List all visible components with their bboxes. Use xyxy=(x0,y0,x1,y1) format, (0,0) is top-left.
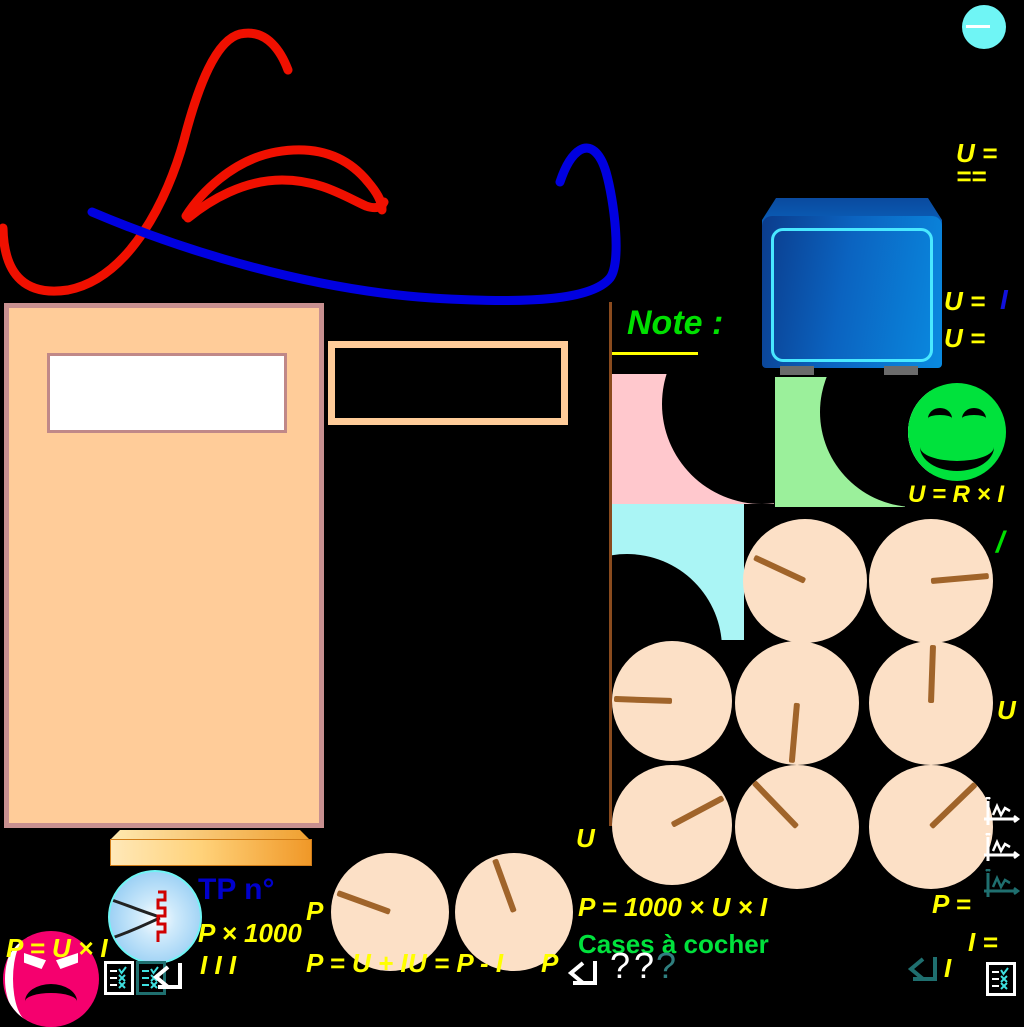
happy-eye-right xyxy=(962,408,986,429)
happy-mouth xyxy=(920,423,994,471)
formula-double-eq-top: == xyxy=(956,161,987,191)
formula-p-before-arrow: P xyxy=(541,948,559,978)
gauge-dial[interactable] xyxy=(735,765,859,889)
device-screen[interactable] xyxy=(771,228,933,362)
pink-concave-shape xyxy=(612,374,774,504)
formula-p-left-gauge: P xyxy=(306,896,324,926)
formula-u-right-gauge: U xyxy=(997,695,1016,725)
formula-p-eq-1000-u-i: P = 1000 × U × I xyxy=(578,892,768,922)
formula-i-right-bottom: I xyxy=(944,953,952,983)
blue-slash-mark: I xyxy=(1000,284,1008,315)
gold-bar-face xyxy=(110,839,312,866)
gauge-dial[interactable] xyxy=(869,641,993,765)
gauge-dial[interactable] xyxy=(612,641,732,761)
wave-axis-icon[interactable] xyxy=(980,833,1022,863)
checkbox-list-icon[interactable] xyxy=(136,961,166,995)
gauge-dial[interactable] xyxy=(612,765,732,885)
gauge-needle xyxy=(928,644,937,704)
red-stroke-3 xyxy=(181,145,387,221)
formula-p-eq-u-plus-i: P = U + I xyxy=(306,948,408,978)
checkbox-list-icon[interactable] xyxy=(104,961,134,995)
formula-u-eq-r-times-i: U = R × I xyxy=(908,481,1005,508)
left-peach-panel[interactable] xyxy=(4,303,324,828)
happy-eye-left xyxy=(928,408,952,429)
formula-three-bars: I I I xyxy=(200,950,237,980)
device-foot-right xyxy=(884,366,918,375)
device-foot-left xyxy=(780,366,814,375)
gauge-dial[interactable] xyxy=(869,519,993,643)
enter-arrow-icon[interactable] xyxy=(563,955,603,991)
gauge-needle xyxy=(928,781,978,830)
red-stroke-2 xyxy=(183,175,389,223)
tp-label: TP n° xyxy=(198,873,275,906)
formula-u-eq-right-1: U = xyxy=(944,286,986,316)
gauge-dial[interactable] xyxy=(735,641,859,765)
gauge-needle xyxy=(492,858,517,914)
formula-u-eq-top: U = xyxy=(956,138,998,168)
peach-outline-box[interactable] xyxy=(328,341,568,425)
formula-u-eq-right-2: U = xyxy=(944,323,986,353)
gauge-needle xyxy=(752,554,807,584)
gauge-needle xyxy=(613,695,673,704)
gauge-dial[interactable] xyxy=(331,853,449,971)
gauge-dial[interactable] xyxy=(869,765,993,889)
blue-device[interactable] xyxy=(762,198,942,376)
gauge-dial[interactable] xyxy=(743,519,867,643)
gauge-needle xyxy=(751,780,800,830)
face-shine xyxy=(5,937,53,1021)
green-slash-mark: / xyxy=(996,526,1005,559)
gold-bar-3d xyxy=(110,830,312,866)
checkbox-list-icon[interactable] xyxy=(986,962,1016,996)
note-underline xyxy=(612,352,698,355)
gold-bar-top xyxy=(110,830,310,840)
vertical-divider-rule xyxy=(609,302,612,826)
gauge-needle xyxy=(670,795,725,828)
enter-arrow-icon[interactable] xyxy=(903,951,943,987)
formula-p-eq-u-times-i: P = U × I xyxy=(6,933,108,963)
question-mark-3: ? xyxy=(656,945,677,986)
device-body xyxy=(762,216,942,368)
question-mark-1: ? xyxy=(610,945,631,986)
enter-arrow-icon[interactable] xyxy=(146,959,186,995)
formula-p-eq-right: P = xyxy=(932,889,971,919)
question-mark-2: ? xyxy=(634,945,655,986)
note-heading: Note : xyxy=(627,304,724,342)
gauge-needle xyxy=(336,890,392,915)
wave-axis-icon[interactable] xyxy=(980,797,1022,827)
cases-a-cocher-label: Cases à cocher xyxy=(578,929,769,959)
gauge-dial[interactable] xyxy=(455,853,573,971)
angry-mouth xyxy=(25,984,77,1019)
green-concave-shape xyxy=(775,377,905,507)
cyan-dial-needle xyxy=(966,25,990,28)
formula-p-times-1000: P × 1000 xyxy=(198,918,302,948)
formula-i-eq-right: I = xyxy=(968,927,998,957)
freehand-strokes xyxy=(0,28,621,306)
wave-axis-icon[interactable] xyxy=(980,869,1022,899)
gauge-needle xyxy=(930,572,990,584)
formula-u-eq-p-minus-i: U = P - I xyxy=(408,948,504,978)
blue-stroke-1 xyxy=(87,143,621,306)
blue-lens-icon xyxy=(108,870,202,964)
happy-face-icon xyxy=(908,383,1006,481)
cyan-dial[interactable] xyxy=(962,5,1006,49)
red-stroke-1 xyxy=(0,28,293,296)
panel-white-field[interactable] xyxy=(47,353,287,433)
formula-u-left-of-gauges: U xyxy=(576,823,595,853)
cyan-concave-shape xyxy=(612,504,744,640)
gauge-needle xyxy=(788,702,800,764)
angry-face-icon xyxy=(3,931,99,1027)
